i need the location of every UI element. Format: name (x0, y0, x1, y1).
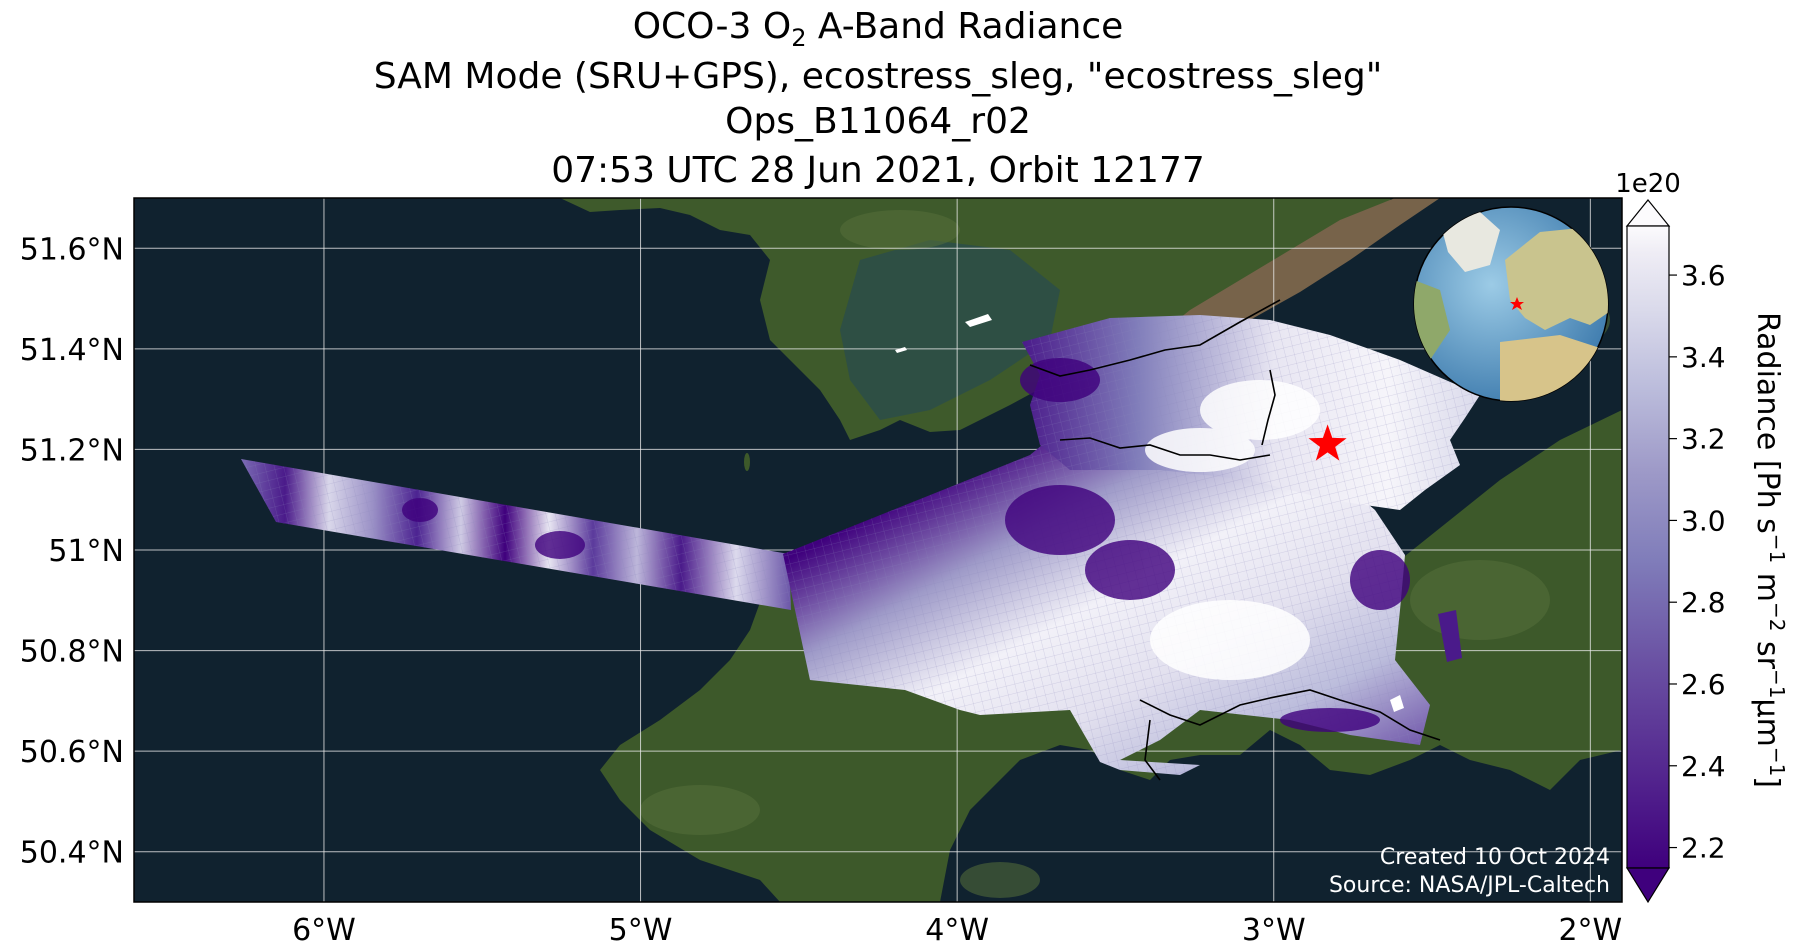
globe-americas (1414, 280, 1450, 360)
lundy-island (744, 453, 750, 471)
globe-greenland (1440, 212, 1500, 272)
x-tick-label: 2°W (1558, 913, 1622, 948)
map-title-line3: Ops_B11064_r02 (725, 101, 1031, 142)
colorbar-tick-label: 3.6 (1681, 259, 1726, 292)
swath-fragment-4 (1390, 695, 1404, 712)
colorbar-bar (1626, 225, 1670, 869)
colorbar-tick-label: 3.2 (1681, 423, 1726, 456)
map-title-line2: SAM Mode (SRU+GPS), ecostress_sleg, "eco… (374, 56, 1383, 97)
colorbar-tick-label: 2.8 (1681, 586, 1726, 619)
colorbar-tick-label: 2.2 (1681, 832, 1726, 865)
y-tick-label: 50.8°N (20, 635, 124, 670)
y-tick-label: 50.4°N (20, 836, 124, 871)
colorbar-extend-top (1625, 199, 1671, 227)
x-tick-label: 4°W (925, 913, 989, 948)
globe-star-marker (1510, 297, 1524, 310)
x-tick-label: 3°W (1242, 913, 1306, 948)
colorbar-multiplier: 1e20 (1615, 169, 1681, 199)
map-title-line4: 07:53 UTC 28 Jun 2021, Orbit 12177 (551, 150, 1205, 191)
y-tick-label: 51.6°N (20, 232, 124, 267)
colorbar-tick-label: 2.6 (1681, 668, 1726, 701)
channel-sediment (840, 240, 1060, 420)
map-area: Created 10 Oct 2024 Source: NASA/JPL-Cal… (134, 198, 1622, 902)
swath-fragment-3 (1438, 610, 1462, 662)
swath-fragment-1 (965, 314, 992, 327)
swath-main-grid (783, 420, 1430, 775)
globe-inset (1413, 206, 1609, 402)
credit-created: Created 10 Oct 2024 (1380, 845, 1610, 870)
target-star-marker (1308, 424, 1347, 461)
severn-estuary (1165, 198, 1440, 352)
low-radiance-patches (402, 358, 1410, 732)
colorbar-label: Radiance [Ph s−1 m−2 sr−1μm−1] (1750, 312, 1789, 788)
x-tick-label: 6°W (292, 913, 356, 948)
globe-europe (1505, 228, 1608, 330)
swath-west-strip-grid (241, 459, 791, 610)
radiance-swaths (241, 314, 1480, 775)
colorbar-tick-label: 2.4 (1681, 750, 1726, 783)
colorbar-tick-label: 3.0 (1681, 504, 1726, 537)
colorbar-ticks: 2.2 2.4 2.6 2.8 3.0 3.2 3.4 3.6 (1669, 259, 1726, 865)
map-title-line1: OCO-3 O2 A-Band Radiance (633, 6, 1124, 52)
swath-fragment-2 (895, 347, 907, 353)
x-tick-label: 5°W (609, 913, 673, 948)
y-tick-label: 51°N (48, 534, 124, 569)
x-tick-labels: 6°W 5°W 4°W 3°W 2°W (292, 913, 1622, 948)
colorbar: 1e20 2.2 2.4 2.6 2.8 3.0 3.2 3.4 3.6 Radiance [… (1615, 169, 1789, 904)
credit-source: Source: NASA/JPL-Caltech (1329, 873, 1610, 898)
y-tick-label: 51.4°N (20, 333, 124, 368)
high-radiance-patches (1145, 380, 1320, 680)
colorbar-tick-label: 3.4 (1681, 341, 1726, 374)
map-frame (133, 197, 1623, 903)
y-tick-label: 51.2°N (20, 433, 124, 468)
y-tick-label: 50.6°N (20, 735, 124, 770)
y-tick-labels: 51.6°N 51.4°N 51.2°N 51°N 50.8°N 50.6°N 50.4°N (20, 232, 124, 870)
coastlines (1029, 299, 1441, 781)
colorbar-extend-bottom (1625, 867, 1671, 904)
